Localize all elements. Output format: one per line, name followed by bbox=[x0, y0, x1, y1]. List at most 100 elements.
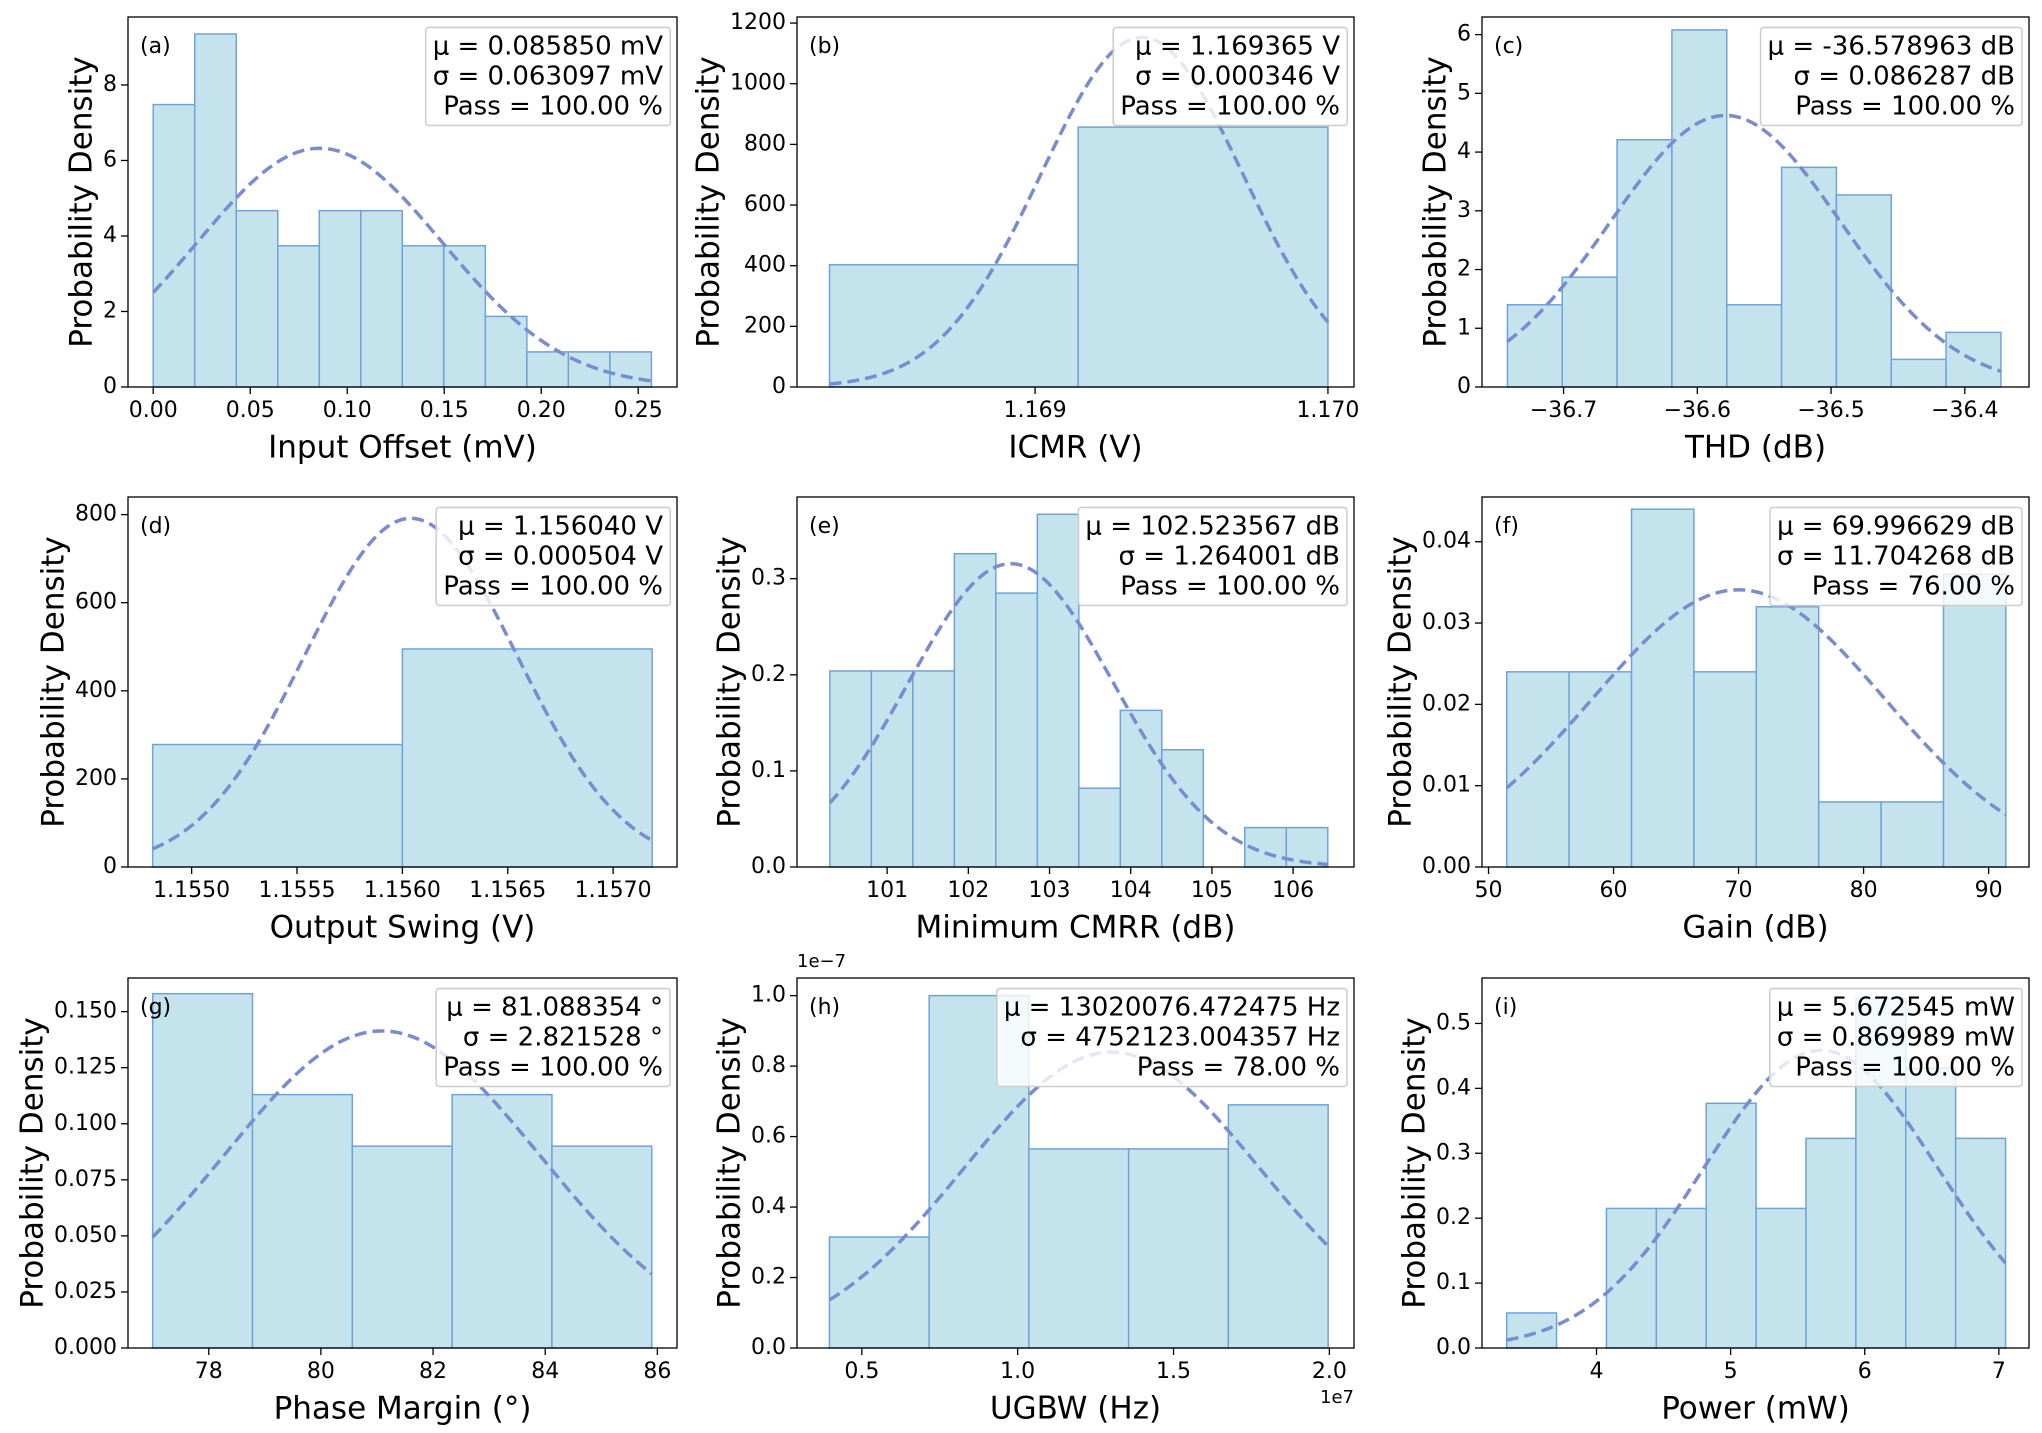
y-tick-label: 1 bbox=[1457, 315, 1471, 340]
x-axis-label: Phase Margin (°) bbox=[274, 1391, 532, 1427]
bar bbox=[1942, 573, 2007, 868]
y-tick-label: 0.2 bbox=[751, 1265, 786, 1290]
bar bbox=[1905, 1067, 1957, 1349]
y-tick-label: 0.2 bbox=[1436, 1205, 1471, 1230]
y-tick-label: 6 bbox=[1457, 22, 1471, 47]
annotation-text: μ = 81.088354 ° bbox=[446, 993, 663, 1023]
bar bbox=[151, 992, 254, 1349]
annotation-box bbox=[435, 987, 671, 1088]
y-tick-label: 0.6 bbox=[751, 1124, 786, 1149]
x-tick-label: 1.0 bbox=[1000, 1359, 1035, 1384]
y-tick-label: 0.3 bbox=[751, 566, 786, 591]
y-tick-label: 8 bbox=[103, 72, 117, 97]
x-tick-label: −36.7 bbox=[1530, 398, 1597, 423]
panel: 1.1550 1.1555 1.1560 1.1565 1.1570 0 200 400 600… bbox=[36, 496, 678, 946]
panel: 50 60 70 80 90 0.00 0.01 0.02 0.03 0.04 Gain (dB) P… bbox=[1383, 496, 2030, 946]
y-tick-label: 3 bbox=[1457, 198, 1471, 223]
annotation-text: Pass = 78.00 % bbox=[1137, 1053, 1340, 1083]
bar bbox=[953, 552, 997, 868]
y-axis-label: Probability Density bbox=[1383, 536, 1419, 828]
annotation-text: μ = 5.672545 mW bbox=[1777, 993, 2015, 1023]
x-tick-label: 86 bbox=[643, 1359, 671, 1384]
x-axis-label: Gain (dB) bbox=[1682, 910, 1828, 946]
fit-curve bbox=[828, 561, 1328, 867]
x-tick-label: 103 bbox=[1029, 878, 1071, 903]
bar bbox=[551, 1145, 653, 1349]
x-tick-label: 106 bbox=[1272, 878, 1314, 903]
bar bbox=[318, 209, 362, 388]
panel-label: (d) bbox=[140, 514, 171, 539]
bar bbox=[1127, 1148, 1230, 1349]
annotation-text: σ = 11.704268 dB bbox=[1777, 542, 2015, 572]
y-tick-label: 0.1 bbox=[751, 758, 786, 783]
bar bbox=[1671, 29, 1728, 388]
y-tick-label: 0 bbox=[1457, 374, 1471, 399]
axes-frame bbox=[127, 16, 678, 388]
fit-curve bbox=[151, 1029, 653, 1276]
y-tick-label: 4 bbox=[103, 223, 117, 248]
bar bbox=[829, 670, 873, 868]
y-tick-label: 0.100 bbox=[54, 1111, 117, 1136]
y-tick-label: 0.2 bbox=[751, 662, 786, 687]
panel-label: (h) bbox=[809, 995, 840, 1020]
bar bbox=[526, 351, 570, 388]
bar bbox=[1605, 1207, 1658, 1349]
y-tick-label: 800 bbox=[744, 131, 786, 156]
y-axis-label: Probability Density bbox=[712, 1017, 748, 1309]
annotation-text: μ = 13020076.472475 Hz bbox=[1004, 993, 1340, 1023]
x-tick-label: 0.5 bbox=[844, 1359, 879, 1384]
y-tick-label: 400 bbox=[75, 678, 117, 703]
x-tick-label: 84 bbox=[531, 1359, 559, 1384]
y-tick-label: 1.0 bbox=[751, 983, 786, 1008]
fit-curve bbox=[151, 146, 652, 383]
x-tick-label: 0.20 bbox=[517, 398, 566, 423]
y-tick-label: 0.000 bbox=[54, 1335, 117, 1360]
x-tick-label: 1.1560 bbox=[364, 878, 441, 903]
y-tick-label: 600 bbox=[75, 590, 117, 615]
x-axis-label: THD (dB) bbox=[1684, 430, 1826, 466]
y-tick-label: 0.00 bbox=[1422, 854, 1471, 879]
bar bbox=[1890, 358, 1947, 388]
y-tick-label: 200 bbox=[744, 313, 786, 338]
annotation-text: σ = 4752123.004357 Hz bbox=[1020, 1023, 1340, 1053]
y-tick-label: 600 bbox=[744, 192, 786, 217]
panel-label: (f) bbox=[1494, 514, 1519, 539]
bar bbox=[1077, 126, 1329, 388]
bar bbox=[1655, 1207, 1707, 1349]
x-tick-label: 105 bbox=[1191, 878, 1233, 903]
annotation-text: μ = 1.156040 V bbox=[458, 512, 663, 542]
bar bbox=[1630, 508, 1695, 868]
annotation-box bbox=[1077, 506, 1348, 607]
bar bbox=[870, 670, 914, 868]
y-tick-label: 0.5 bbox=[1436, 1010, 1471, 1035]
x-tick-label: 0.15 bbox=[420, 398, 469, 423]
axes-frame bbox=[1481, 496, 2030, 868]
y-tick-label: 4 bbox=[1457, 139, 1471, 164]
annotation-box bbox=[1759, 26, 2023, 127]
panel-label: (b) bbox=[809, 34, 840, 59]
annotation-text: σ = 0.869989 mW bbox=[1777, 1023, 2015, 1053]
bar bbox=[235, 209, 279, 388]
y-tick-label: 400 bbox=[744, 253, 786, 278]
x-tick-label: 1.169 bbox=[1004, 398, 1067, 423]
x-axis-label: ICMR (V) bbox=[1008, 430, 1142, 466]
y-tick-label: 0.4 bbox=[1436, 1075, 1471, 1100]
x-tick-label: 0.05 bbox=[226, 398, 275, 423]
x-tick-label: 0.25 bbox=[614, 398, 663, 423]
panel-label: (i) bbox=[1494, 995, 1517, 1020]
y-tick-label: 6 bbox=[103, 147, 117, 172]
x-tick-label: 6 bbox=[1858, 1359, 1872, 1384]
x-tick-label: 104 bbox=[1110, 878, 1152, 903]
bar bbox=[995, 592, 1039, 868]
x-tick-label: 78 bbox=[195, 1359, 223, 1384]
panel: 78 80 82 84 86 0.000 0.025 0.050 0.075 0.100 0.125… bbox=[15, 977, 678, 1427]
y-offset-label: 1e−7 bbox=[797, 951, 846, 972]
x-axis-label: UGBW (Hz) bbox=[990, 1391, 1161, 1427]
y-tick-label: 5 bbox=[1457, 80, 1471, 105]
bar bbox=[1568, 671, 1633, 868]
annotation-text: μ = 69.996629 dB bbox=[1777, 512, 2015, 542]
y-tick-label: 200 bbox=[75, 766, 117, 791]
bar bbox=[1505, 1312, 1558, 1349]
y-tick-label: 1200 bbox=[730, 10, 786, 35]
x-tick-label: 1.1555 bbox=[259, 878, 336, 903]
